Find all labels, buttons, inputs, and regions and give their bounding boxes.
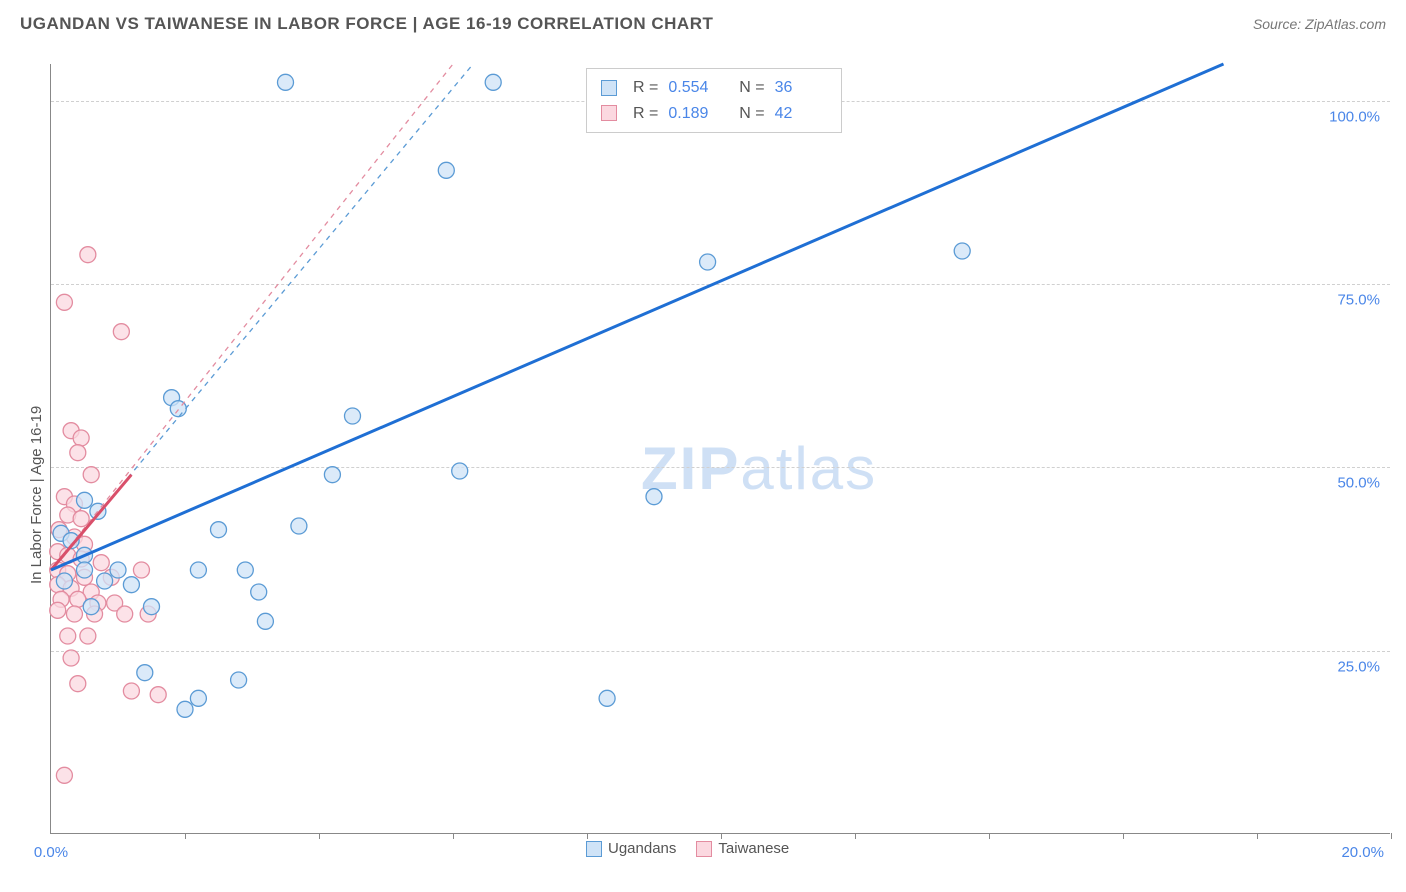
y-axis-title: In Labor Force | Age 16-19 xyxy=(28,406,45,584)
stats-row: R = 0.554 N = 36 xyxy=(601,75,827,101)
data-point xyxy=(954,243,970,259)
data-point xyxy=(190,690,206,706)
data-point xyxy=(56,294,72,310)
data-point xyxy=(77,492,93,508)
data-point xyxy=(113,324,129,340)
data-point xyxy=(452,463,468,479)
legend-item: Ugandans xyxy=(586,840,676,857)
data-point xyxy=(599,690,615,706)
data-point xyxy=(237,562,253,578)
legend-label: Taiwanese xyxy=(718,840,789,857)
chart-container: In Labor Force | Age 16-19 ZIPatlas 25.0… xyxy=(0,44,1406,884)
trend-line xyxy=(51,64,453,570)
legend-label: Ugandans xyxy=(608,840,676,857)
data-point xyxy=(345,408,361,424)
data-point xyxy=(123,577,139,593)
data-point xyxy=(77,562,93,578)
data-point xyxy=(190,562,206,578)
legend-swatch xyxy=(601,80,617,96)
data-point xyxy=(110,562,126,578)
chart-header: UGANDAN VS TAIWANESE IN LABOR FORCE | AG… xyxy=(0,0,1406,44)
data-point xyxy=(177,701,193,717)
x-axis-label: 20.0% xyxy=(1341,844,1384,861)
stats-n-label: N = xyxy=(730,75,764,101)
data-point xyxy=(291,518,307,534)
data-point xyxy=(80,628,96,644)
stats-r-value: 0.189 xyxy=(668,101,720,127)
data-point xyxy=(324,467,340,483)
stats-r-label: R = xyxy=(633,75,658,101)
data-point xyxy=(80,247,96,263)
data-point xyxy=(73,430,89,446)
data-point xyxy=(257,613,273,629)
data-point xyxy=(251,584,267,600)
data-point xyxy=(83,599,99,615)
data-point xyxy=(66,606,82,622)
trend-line xyxy=(51,64,1224,570)
data-point xyxy=(73,511,89,527)
legend-swatch xyxy=(586,841,602,857)
stats-r-label: R = xyxy=(633,101,658,127)
legend-swatch xyxy=(601,105,617,121)
legend-item: Taiwanese xyxy=(696,840,789,857)
data-point xyxy=(150,687,166,703)
stats-n-label: N = xyxy=(730,101,764,127)
stats-r-value: 0.554 xyxy=(668,75,720,101)
stats-n-value: 36 xyxy=(775,75,827,101)
data-point xyxy=(137,665,153,681)
chart-title: UGANDAN VS TAIWANESE IN LABOR FORCE | AG… xyxy=(20,14,713,34)
legend-swatch xyxy=(696,841,712,857)
x-axis-label: 0.0% xyxy=(34,844,68,861)
chart-source: Source: ZipAtlas.com xyxy=(1253,16,1386,32)
data-point xyxy=(700,254,716,270)
data-point xyxy=(438,162,454,178)
data-point xyxy=(485,74,501,90)
data-point xyxy=(97,573,113,589)
plot-area: ZIPatlas 25.0%50.0%75.0%100.0%0.0%20.0% xyxy=(50,64,1390,834)
data-point xyxy=(56,767,72,783)
data-point xyxy=(70,676,86,692)
data-point xyxy=(646,489,662,505)
data-point xyxy=(278,74,294,90)
data-point xyxy=(56,573,72,589)
stats-row: R = 0.189 N = 42 xyxy=(601,101,827,127)
stats-box: R = 0.554 N = 36 R = 0.189 N = 42 xyxy=(586,68,842,133)
data-point xyxy=(123,683,139,699)
chart-svg xyxy=(51,64,1391,834)
data-point xyxy=(231,672,247,688)
x-tick xyxy=(1391,833,1392,839)
data-point xyxy=(117,606,133,622)
data-point xyxy=(83,467,99,483)
data-point xyxy=(63,650,79,666)
stats-n-value: 42 xyxy=(775,101,827,127)
data-point xyxy=(93,555,109,571)
data-point xyxy=(70,445,86,461)
data-point xyxy=(144,599,160,615)
data-point xyxy=(50,602,66,618)
data-point xyxy=(211,522,227,538)
legend: Ugandans Taiwanese xyxy=(586,840,789,857)
data-point xyxy=(133,562,149,578)
data-point xyxy=(60,628,76,644)
